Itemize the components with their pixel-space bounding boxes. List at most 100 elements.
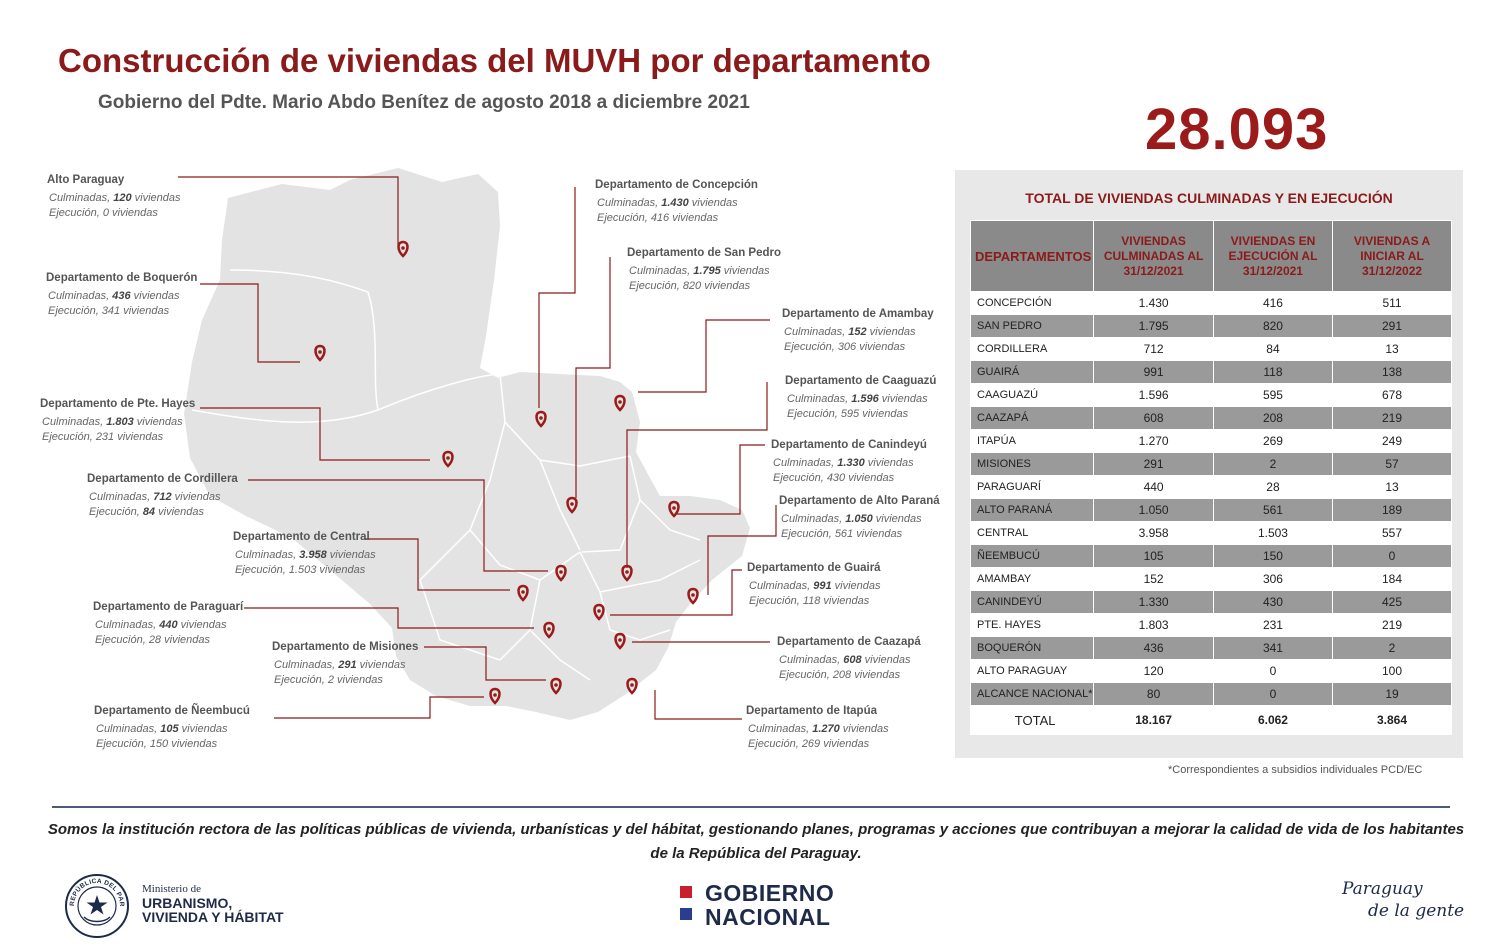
callout-title: Departamento de San Pedro [627, 247, 782, 259]
callout-cordillera: Departamento de Cordillera Culminadas, 7… [87, 472, 238, 520]
map-pins [314, 240, 699, 705]
paraguay-de-la-gente-logo: Paraguay de la gente [1342, 878, 1464, 922]
callout-title: Departamento de Pte. Hayes [40, 398, 196, 410]
pin-icon [550, 677, 562, 695]
cell-department: AMAMBAY [969, 567, 1095, 591]
table-title: TOTAL DE VIVIENDAS CULMINADAS Y EN EJECU… [1025, 190, 1393, 206]
cell-value: 1.795 [1093, 314, 1214, 338]
cell-value: 511 [1332, 291, 1452, 315]
callout-caaguazu: Departamento de Caaguazú Culminadas, 1.5… [785, 374, 936, 422]
callout-ejecucion: Ejecución, 430 viviendas [773, 472, 895, 484]
cell-department: CORDILLERA [969, 337, 1095, 361]
cell-department: CAAZAPÁ [969, 406, 1095, 430]
callout-ejecucion: Ejecución, 0 viviendas [49, 207, 158, 219]
cell-value: 19 [1332, 682, 1452, 706]
callout-guaira: Departamento de Guairá Culminadas, 991 v… [747, 561, 881, 609]
cell-value: 678 [1332, 383, 1452, 407]
callout-culminadas: Culminadas, 712 viviendas [89, 491, 221, 503]
column-header: VIVIENDAS A INICIAR AL 31/12/2022 [1332, 220, 1452, 292]
cell-department: BOQUERÓN [969, 636, 1095, 660]
table-row: CONCEPCIÓN 1.430 416 511 [969, 291, 1452, 315]
table-row: BOQUERÓN 436 341 2 [969, 636, 1452, 660]
callout-concepcion: Departamento de Concepción Culminadas, 1… [595, 178, 758, 226]
callout-ejecucion: Ejecución, 561 viviendas [781, 528, 903, 540]
cell-value: 231 [1212, 613, 1334, 637]
cell-department: CAAGUAZÚ [969, 383, 1095, 407]
cell-value: 152 [1093, 567, 1214, 591]
cell-department: ALTO PARAGUAY [969, 659, 1095, 683]
cell-department: GUAIRÁ [969, 360, 1095, 384]
pin-icon [668, 500, 680, 518]
cell-department: CENTRAL [969, 521, 1095, 545]
cell-total: 18.167 [1093, 705, 1214, 735]
ministry-line: VIVIENDA Y HÁBITAT [142, 909, 284, 925]
table-row: CAAGUAZÚ 1.596 595 678 [969, 383, 1452, 407]
callout-ejecucion: Ejecución, 2 viviendas [274, 674, 383, 686]
callout-ejecucion: Ejecución, 28 viviendas [95, 634, 210, 646]
ministry-line: Ministerio de [142, 883, 201, 895]
callout-culminadas: Culminadas, 291 viviendas [274, 659, 406, 671]
grand-total: 28.093 [1145, 97, 1329, 162]
callout-title: Departamento de Cordillera [87, 473, 238, 485]
cell-department: ÑEEMBUCÚ [969, 544, 1095, 568]
cell-value: 208 [1212, 406, 1334, 430]
ministry-line: URBANISMO, [142, 895, 233, 911]
gobierno-nacional-logo: GOBIERNO NACIONAL [705, 881, 834, 929]
pin-icon [442, 450, 454, 468]
callout-title: Departamento de Ñeembucú [94, 705, 250, 717]
cell-value: 150 [1212, 544, 1334, 568]
cell-value: 105 [1093, 544, 1214, 568]
callout-culminadas: Culminadas, 608 viviendas [779, 654, 911, 666]
cell-value: 341 [1212, 636, 1334, 660]
cell-value: 440 [1093, 475, 1214, 499]
flag-squares-icon [680, 886, 692, 920]
cell-department: CANINDEYÚ [969, 590, 1095, 614]
leader-lines [178, 176, 777, 720]
cell-value: 1.270 [1093, 429, 1214, 453]
pin-icon [517, 584, 529, 602]
pin-icon [535, 410, 547, 428]
cell-value: 2 [1332, 636, 1452, 660]
pin-icon [687, 587, 699, 605]
callout-misiones: Departamento de Misiones Culminadas, 291… [272, 640, 418, 688]
callout-ejecucion: Ejecución, 416 viviendas [597, 212, 719, 224]
cell-value: 57 [1332, 452, 1452, 476]
callout-title: Departamento de Boquerón [46, 272, 198, 284]
callout-culminadas: Culminadas, 1.803 viviendas [42, 416, 183, 428]
cell-value: 1.596 [1093, 383, 1214, 407]
mission-statement: Somos la institución rectora de las polí… [47, 821, 1465, 862]
cell-value: 306 [1212, 567, 1334, 591]
cell-value: 84 [1212, 337, 1334, 361]
table-row: AMAMBAY 152 306 184 [969, 567, 1452, 591]
callout-title: Departamento de Caazapá [777, 636, 921, 648]
cell-value: 557 [1332, 521, 1452, 545]
cell-department: MISIONES [969, 452, 1095, 476]
pin-icon [593, 603, 605, 621]
callout-title: Alto Paraguay [47, 174, 125, 186]
national-seal-icon: REPÚBLICA DEL PARAGUAY [64, 873, 129, 938]
cell-department: SAN PEDRO [969, 314, 1095, 338]
callout-itapua: Departamento de Itapúa Culminadas, 1.270… [746, 704, 889, 752]
callout-title: Departamento de Misiones [272, 641, 419, 653]
pin-icon [314, 344, 326, 362]
callout-culminadas: Culminadas, 1.330 viviendas [773, 457, 914, 469]
callout-central: Departamento de Central Culminadas, 3.95… [233, 530, 376, 578]
callout-title: Departamento de Caaguazú [785, 375, 937, 387]
cell-value: 425 [1332, 590, 1452, 614]
slogan-line: Paraguay [1342, 879, 1423, 899]
callout-title: Departamento de Central [233, 531, 370, 543]
callout-alto-paraguay: Alto Paraguay Culminadas, 120 viviendas … [47, 173, 180, 221]
cell-total: 3.864 [1332, 705, 1452, 735]
table-footnote: *Correspondientes a subsidios individual… [1168, 764, 1423, 776]
callout-ejecucion: Ejecución, 84 viviendas [89, 506, 204, 518]
column-header: DEPARTAMENTOS [969, 220, 1095, 292]
pin-icon [566, 496, 578, 514]
callout-culminadas: Culminadas, 3.958 viviendas [235, 549, 376, 561]
cell-value: 1.430 [1093, 291, 1214, 315]
cell-value: 712 [1093, 337, 1214, 361]
callout-culminadas: Culminadas, 440 viviendas [95, 619, 227, 631]
cell-value: 13 [1332, 337, 1452, 361]
page-title: Construcción de viviendas del MUVH por d… [58, 42, 931, 79]
callout-culminadas: Culminadas, 1.795 viviendas [629, 265, 770, 277]
totals-panel: TOTAL DE VIVIENDAS CULMINADAS Y EN EJECU… [955, 170, 1463, 758]
